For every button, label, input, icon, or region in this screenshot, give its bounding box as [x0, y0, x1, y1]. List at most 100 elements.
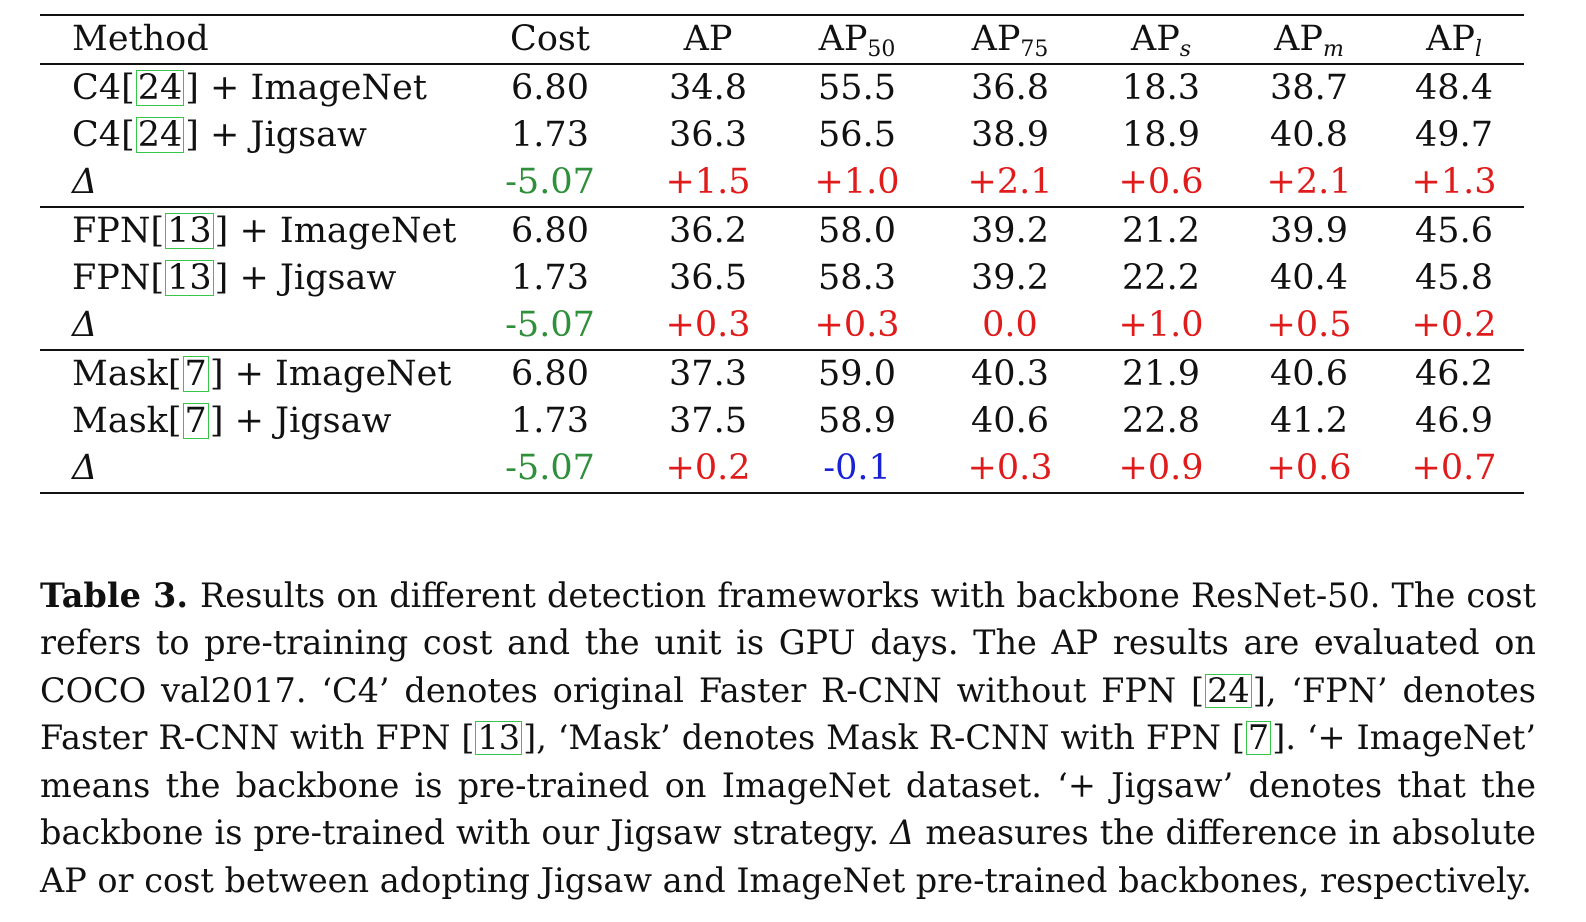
- header-apm: APm: [1274, 19, 1344, 62]
- method-suffix: + Jigsaw: [239, 258, 397, 298]
- aps-cell: 22.2: [1122, 258, 1200, 298]
- method-name: Mask: [72, 354, 168, 394]
- citation-link[interactable]: 7: [1245, 718, 1272, 757]
- header-method: Method: [72, 19, 209, 59]
- delta-ap50-cell: -0.1: [823, 448, 891, 488]
- table-row: Mask[7] + Jigsaw 1.73 37.5 58.9 40.6 22.8 41.2…: [40, 398, 1524, 445]
- apm-cell: 40.8: [1270, 115, 1348, 155]
- delta-cost-cell: -5.07: [505, 448, 595, 488]
- delta-symbol: Δ: [72, 448, 98, 488]
- citation-link[interactable]: 7: [182, 401, 209, 441]
- table-body: C4[24] + ImageNet 6.80 34.8 55.5 36.8 18.3 38.…: [40, 64, 1524, 493]
- table-row: C4[24] + ImageNet 6.80 34.8 55.5 36.8 18.3 38.…: [40, 64, 1524, 112]
- citation-link[interactable]: 7: [182, 354, 209, 394]
- delta-label-cell: Δ: [40, 445, 466, 493]
- method-cell: C4[24] + Jigsaw: [72, 115, 367, 155]
- caption-text: , ‘FPN’ denotes Faster R-CNN with FPN: [40, 670, 1536, 758]
- ap50-cell: 55.5: [818, 68, 896, 108]
- header-cost: Cost: [510, 19, 590, 59]
- header-apl: APl: [1426, 19, 1482, 62]
- ap50-cell: 58.3: [818, 258, 896, 298]
- cost-cell: 1.73: [511, 258, 589, 298]
- table-row: C4[24] + Jigsaw 1.73 36.3 56.5 38.9 18.9 40.8 4…: [40, 112, 1524, 159]
- ap75-cell: 39.2: [971, 211, 1049, 251]
- delta-ap50-cell: +0.3: [814, 305, 900, 345]
- ap-cell: 36.5: [669, 258, 747, 298]
- delta-apm-cell: +0.6: [1266, 448, 1352, 488]
- method-name: FPN: [72, 211, 151, 251]
- ap50-cell: 59.0: [818, 354, 896, 394]
- table-row: FPN[13] + ImageNet 6.80 36.2 58.0 39.2 21.2 39…: [40, 207, 1524, 255]
- ap75-cell: 40.3: [971, 354, 1049, 394]
- ap50-cell: 58.9: [818, 401, 896, 441]
- delta-ap75-cell: +0.3: [967, 448, 1053, 488]
- table-header-row: Method Cost AP AP50 AP75 APs APm APl: [40, 15, 1524, 64]
- header-ap75: AP75: [971, 19, 1049, 62]
- citation-link[interactable]: 13: [165, 258, 214, 298]
- aps-cell: 18.3: [1122, 68, 1200, 108]
- apl-cell: 49.7: [1415, 115, 1493, 155]
- delta-symbol: Δ: [72, 162, 98, 202]
- delta-apm-cell: +2.1: [1266, 162, 1352, 202]
- aps-cell: 22.8: [1122, 401, 1200, 441]
- header-ap: AP: [683, 19, 733, 59]
- apm-cell: 40.4: [1270, 258, 1348, 298]
- delta-row: Δ -5.07 +0.2 -0.1 +0.3 +0.9 +0.6 +0.7: [40, 445, 1524, 493]
- method-suffix: + ImageNet: [239, 211, 457, 251]
- cost-cell: 6.80: [511, 68, 589, 108]
- method-cell: FPN[13] + Jigsaw: [72, 258, 397, 298]
- method-suffix: + ImageNet: [234, 354, 452, 394]
- caption-label: Table 3.: [40, 575, 189, 615]
- table-row: Mask[7] + ImageNet 6.80 37.3 59.0 40.3 21.9 40…: [40, 350, 1524, 398]
- method-suffix: + Jigsaw: [234, 401, 392, 441]
- apl-cell: 46.2: [1415, 354, 1493, 394]
- aps-cell: 18.9: [1122, 115, 1200, 155]
- apl-cell: 46.9: [1415, 401, 1493, 441]
- ap75-cell: 39.2: [971, 258, 1049, 298]
- apl-cell: 48.4: [1415, 68, 1493, 108]
- citation-link[interactable]: 24: [1205, 670, 1252, 710]
- delta-ap-cell: +1.5: [665, 162, 751, 202]
- ap-cell: 37.3: [669, 354, 747, 394]
- header-aps: APs: [1130, 19, 1192, 62]
- method-suffix: + Jigsaw: [210, 115, 367, 155]
- method-name: C4: [72, 115, 122, 155]
- method-cell: C4[24] + ImageNet: [72, 68, 427, 108]
- table-caption: Table 3. Results on different detection f…: [40, 575, 1536, 900]
- delta-ap-cell: +0.2: [665, 448, 751, 488]
- apm-cell: 39.9: [1270, 211, 1348, 251]
- citation-link[interactable]: 24: [135, 68, 185, 108]
- ap-cell: 34.8: [669, 68, 747, 108]
- ap-cell: 36.2: [669, 211, 747, 251]
- ap-cell: 37.5: [669, 401, 747, 441]
- delta-ap75-cell: +2.1: [967, 162, 1053, 202]
- ap50-cell: 56.5: [818, 115, 896, 155]
- method-cell: Mask[7] + Jigsaw: [72, 401, 392, 441]
- delta-symbol: Δ: [72, 305, 98, 345]
- apl-cell: 45.6: [1415, 211, 1493, 251]
- method-suffix: + ImageNet: [210, 68, 427, 108]
- caption-text: . ‘+ ImageNet’ means the backbone is pre…: [40, 718, 1536, 852]
- citation-link[interactable]: 13: [475, 718, 523, 757]
- ap50-cell: 58.0: [818, 211, 896, 251]
- delta-symbol: Δ: [890, 813, 915, 852]
- delta-cost-cell: -5.07: [505, 162, 595, 202]
- delta-apl-cell: +0.7: [1411, 448, 1497, 488]
- method-name: C4: [72, 68, 122, 108]
- delta-row: Δ -5.07 +0.3 +0.3 0.0 +1.0 +0.5 +0.2: [40, 302, 1524, 350]
- header-ap50: AP50: [818, 19, 896, 62]
- delta-ap75-cell: 0.0: [982, 305, 1038, 345]
- citation-link[interactable]: 24: [135, 115, 185, 155]
- cost-cell: 1.73: [511, 115, 589, 155]
- delta-label-cell: Δ: [40, 159, 466, 207]
- table-row: FPN[13] + Jigsaw 1.73 36.5 58.3 39.2 22.2 40.4…: [40, 255, 1524, 302]
- citation-link[interactable]: 13: [165, 211, 214, 251]
- delta-cost-cell: -5.07: [505, 305, 595, 345]
- method-cell: FPN[13] + ImageNet: [72, 211, 457, 251]
- apm-cell: 40.6: [1270, 354, 1348, 394]
- delta-aps-cell: +1.0: [1118, 305, 1204, 345]
- delta-ap50-cell: +1.0: [814, 162, 900, 202]
- cost-cell: 6.80: [511, 211, 589, 251]
- caption-text: measures the difference in absolute AP o…: [40, 813, 1536, 900]
- delta-label-cell: Δ: [40, 302, 466, 350]
